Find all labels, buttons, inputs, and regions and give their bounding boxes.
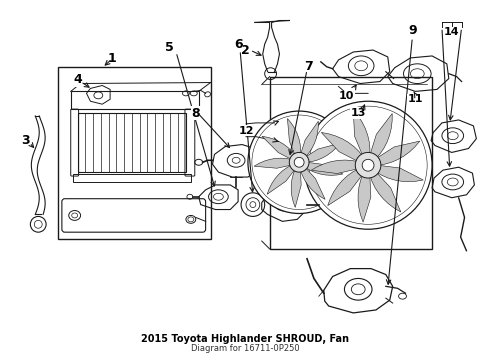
Polygon shape (305, 143, 340, 162)
Text: 3: 3 (21, 134, 30, 147)
Text: 2: 2 (241, 44, 249, 57)
Text: 12: 12 (238, 126, 254, 136)
Circle shape (248, 111, 350, 213)
Circle shape (289, 152, 309, 172)
Text: 9: 9 (408, 24, 416, 37)
Polygon shape (370, 113, 392, 159)
Polygon shape (376, 165, 423, 182)
Polygon shape (300, 167, 325, 199)
Circle shape (355, 152, 381, 178)
Polygon shape (288, 118, 301, 156)
Polygon shape (254, 158, 292, 168)
Text: 13: 13 (350, 108, 366, 118)
Text: 8: 8 (192, 107, 200, 120)
Polygon shape (291, 169, 301, 207)
Text: 5: 5 (165, 41, 173, 54)
Text: 11: 11 (408, 94, 423, 104)
Circle shape (362, 159, 374, 171)
Polygon shape (376, 141, 420, 165)
Bar (270, 77, 432, 249)
Polygon shape (267, 165, 295, 194)
Text: 10: 10 (339, 91, 354, 101)
Polygon shape (370, 172, 401, 212)
Text: 1: 1 (108, 53, 117, 66)
Polygon shape (353, 110, 370, 157)
Polygon shape (305, 162, 343, 175)
Polygon shape (300, 121, 318, 157)
Bar (58, 67, 211, 239)
Polygon shape (358, 174, 371, 222)
Polygon shape (328, 168, 363, 206)
Circle shape (294, 157, 304, 167)
Circle shape (304, 101, 432, 229)
Polygon shape (262, 136, 295, 159)
Text: 4: 4 (73, 73, 82, 86)
Text: 6: 6 (234, 38, 243, 51)
Polygon shape (311, 160, 359, 174)
Text: 2015 Toyota Highlander SHROUD, Fan: 2015 Toyota Highlander SHROUD, Fan (141, 334, 349, 345)
Text: 7: 7 (305, 60, 314, 73)
Polygon shape (321, 132, 363, 162)
Text: 14: 14 (444, 27, 460, 37)
Text: Diagram for 16711-0P250: Diagram for 16711-0P250 (191, 344, 299, 353)
Bar (77, 113, 186, 172)
